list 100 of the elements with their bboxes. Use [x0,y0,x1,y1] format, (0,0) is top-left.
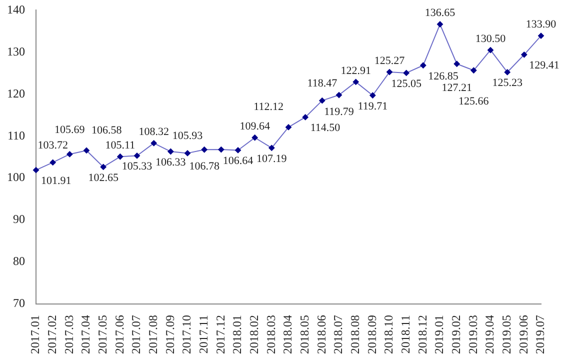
point [319,98,326,104]
data-label: 105.69 [54,124,86,136]
data-label: 101.91 [41,174,72,187]
y-tick-label: 70 [13,296,25,310]
x-tick-label: 2018.02 [246,315,261,354]
x-tick-label: 2019.04 [482,315,497,354]
x-tick-label: 2017.10 [180,315,194,354]
point [521,52,528,58]
y-tick-label: 90 [13,212,25,226]
y-tick-label: 120 [7,86,25,100]
x-tick-label: 2018.06 [314,315,328,354]
point [302,114,308,120]
point [235,147,241,154]
point [386,69,392,76]
x-tick-label: 2018.08 [348,315,362,354]
data-label: 125.27 [374,54,406,67]
point [117,154,124,160]
point [538,32,544,39]
x-tick-label: 2018.01 [230,315,244,354]
x-tick-label: 2017.02 [44,315,59,354]
data-label: 105.93 [172,130,204,142]
point [33,167,39,174]
x-tick-label: 2017.05 [95,315,110,354]
point [420,62,426,68]
data-label: 105.33 [122,160,153,173]
x-tick-label: 2017.06 [112,315,126,354]
x-tick-label: 2019.01 [432,315,446,354]
x-tick-label: 2019.07 [533,315,548,354]
data-label: 108.32 [138,126,169,138]
x-tick-label: 2018.03 [264,315,278,354]
x-tick-label: 2017.08 [146,315,160,354]
point [352,78,359,85]
data-label: 127.21 [442,82,472,94]
data-label: 105.11 [105,140,136,152]
data-label: 103.72 [38,139,68,152]
x-tick-label: 2018.12 [415,315,430,354]
y-tick-label: 100 [7,170,25,184]
data-label: 106.78 [189,160,220,173]
point [184,150,190,156]
point [50,159,56,166]
x-tick-label: 2018.07 [331,315,346,354]
point [84,147,90,154]
x-tick-label: 2017.11 [196,315,210,354]
point [134,152,140,159]
point [268,144,275,151]
data-label: 125.05 [391,78,422,90]
data-label: 106.64 [222,155,254,168]
x-tick-label: 2017.03 [62,315,76,354]
point [201,146,208,153]
data-label: 106.58 [92,124,122,136]
data-label: 133.90 [526,18,557,31]
x-tick-label: 2018.11 [398,315,412,354]
x-tick-label: 2017.12 [213,315,228,354]
data-label: 107.19 [256,152,288,165]
data-label: 129.41 [529,60,560,72]
point [454,60,460,67]
x-tick-label: 2019.06 [516,315,530,354]
point [437,21,443,28]
data-label: 114.50 [310,122,341,134]
x-tick-label: 2017.07 [129,315,144,354]
data-label: 130.50 [475,32,506,45]
x-tick-label: 2018.05 [297,315,312,354]
x-tick-label: 2017.01 [28,315,42,354]
x-tick-label: 2018.10 [382,315,396,354]
point [504,69,510,76]
x-tick-label: 2018.09 [364,315,379,354]
data-label: 118.47 [307,77,338,90]
data-label: 136.65 [424,7,456,20]
y-tick-label: 130 [7,44,25,58]
data-label: 125.23 [492,77,523,90]
data-label: 106.33 [156,156,186,168]
point [488,47,494,54]
data-label: 102.65 [88,172,119,184]
x-tick-label: 2019.03 [466,315,480,354]
point [66,151,73,158]
y-tick-label: 140 [7,2,25,16]
point [336,92,342,98]
x-tick-label: 2017.04 [78,315,93,354]
point [252,134,258,141]
data-label: 112.12 [254,101,284,114]
y-tick-label: 80 [13,254,25,268]
data-label: 125.66 [458,95,490,108]
point [150,140,157,146]
point [403,70,410,76]
x-tick-label: 2019.02 [448,315,463,354]
data-label: 109.64 [240,120,270,133]
x-tick-label: 2017.09 [162,315,177,354]
point [218,146,224,153]
x-tick-label: 2019.05 [499,315,514,354]
data-label: 122.91 [340,64,371,77]
data-label: 119.79 [324,106,354,118]
data-label: 119.71 [358,100,388,112]
point [168,148,174,155]
x-tick-label: 2018.04 [280,315,295,354]
point [100,164,106,170]
y-tick-label: 110 [7,128,25,142]
data-label: 126.85 [428,70,459,82]
point [286,124,292,130]
point [370,92,376,98]
point [470,67,477,74]
